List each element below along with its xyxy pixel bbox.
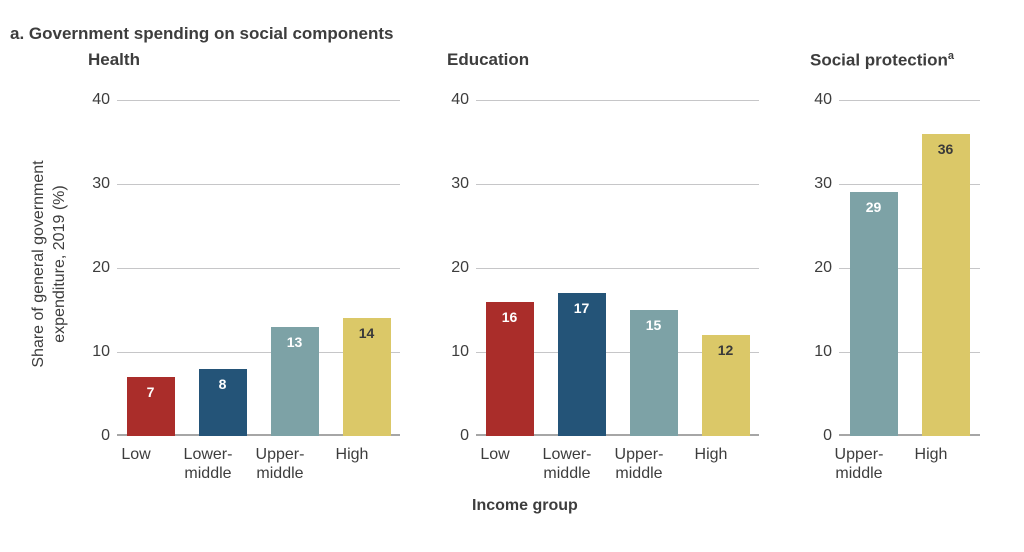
y-tick-label-40: 40 (451, 91, 469, 108)
panel-health: Health 40 30 20 10 0 7 8 13 14 Low Lower- middle… (88, 50, 400, 483)
bar-value-label: 29 (865, 199, 882, 216)
y-tick-label-30: 30 (814, 175, 832, 192)
y-tick-label-0: 0 (823, 427, 832, 444)
footnote-marker: a (947, 50, 955, 62)
gridline-30 (839, 184, 980, 185)
gridline-30 (476, 184, 759, 185)
bar-upper-middle: 15 (629, 310, 678, 436)
panel-title-social-protection: Social protectiona (810, 50, 955, 70)
plot-area-education: 16 17 15 12 (476, 100, 759, 436)
bar-high: 12 (701, 335, 750, 436)
bars-group: 16 17 15 12 (476, 100, 759, 436)
bar-upper-middle: 13 (270, 326, 319, 436)
x-tick-label-upper-middle: Upper- middle (834, 446, 884, 482)
bar-low: 16 (485, 301, 534, 436)
bar-value-label: 7 (146, 384, 155, 401)
x-tick-label-upper-middle: Upper- middle (255, 446, 305, 482)
x-tick-label-lower-middle: Lower- middle (542, 446, 592, 482)
y-tick-label-30: 30 (92, 175, 110, 192)
y-tick-label-10: 10 (92, 343, 110, 360)
y-axis-label: Share of general government expenditure,… (28, 96, 72, 432)
bar-lower-middle: 8 (198, 368, 247, 436)
bars-group: 7 8 13 14 (117, 100, 400, 436)
bars-group: 29 36 (839, 100, 980, 436)
x-axis-baseline (117, 434, 400, 436)
gridline-10 (476, 352, 759, 353)
gridline-20 (117, 268, 400, 269)
plot-area-social-protection: 29 36 (839, 100, 980, 436)
bar-value-label: 36 (937, 140, 954, 157)
bar-high: 36 (921, 133, 970, 436)
panel-health-chart: 40 30 20 10 0 7 8 13 14 (88, 91, 400, 444)
panel-education: Education 40 30 20 10 0 16 17 15 12 Low Lower- m… (447, 50, 759, 483)
x-tick-label-high: High (335, 446, 369, 463)
y-tick-label-0: 0 (101, 427, 110, 444)
x-tick-label-low: Low (121, 446, 151, 463)
y-axis-ticks: 40 30 20 10 0 (88, 91, 117, 444)
gridline-20 (839, 268, 980, 269)
panel-social-protection: Social protectiona 40 30 20 10 0 29 36 Upper-… (810, 50, 980, 483)
x-tick-label-low: Low (480, 446, 510, 463)
y-tick-label-10: 10 (814, 343, 832, 360)
panel-social-protection-chart: 40 30 20 10 0 29 36 (810, 91, 980, 444)
y-tick-label-40: 40 (814, 91, 832, 108)
panel-title-education: Education (447, 50, 530, 69)
gridline-20 (476, 268, 759, 269)
bar-value-label: 12 (717, 342, 734, 359)
gridline-40 (839, 100, 980, 101)
y-tick-label-10: 10 (451, 343, 469, 360)
y-axis-label-line1: Share of general government (30, 160, 47, 368)
bar-high: 14 (342, 318, 391, 436)
y-axis-label-line2: expenditure, 2019 (%) (51, 185, 68, 343)
y-tick-label-20: 20 (92, 259, 110, 276)
y-axis-ticks: 40 30 20 10 0 (447, 91, 476, 444)
x-tick-label-high: High (914, 446, 948, 463)
x-axis-category-labels: Low Lower- middle Upper- middle High (447, 445, 759, 483)
gridline-40 (476, 100, 759, 101)
x-tick-label-lower-middle: Lower- middle (183, 446, 233, 482)
y-tick-label-20: 20 (451, 259, 469, 276)
bar-value-label: 14 (358, 325, 375, 342)
plot-area-health: 7 8 13 14 (117, 100, 400, 436)
bar-value-label: 13 (286, 333, 303, 350)
gridline-10 (117, 352, 400, 353)
x-axis-title: Income group (472, 497, 578, 514)
gridline-10 (839, 352, 980, 353)
x-axis-category-labels: Low Lower- middle Upper- middle High (88, 445, 400, 483)
x-tick-label-upper-middle: Upper- middle (614, 446, 664, 482)
y-axis-ticks: 40 30 20 10 0 (810, 91, 839, 444)
bar-upper-middle: 29 (849, 192, 898, 436)
y-tick-label-20: 20 (814, 259, 832, 276)
bar-value-label: 8 (218, 375, 227, 392)
gridline-40 (117, 100, 400, 101)
y-tick-label-0: 0 (460, 427, 469, 444)
panel-title-health: Health (88, 50, 140, 69)
panel-education-chart: 40 30 20 10 0 16 17 15 12 (447, 91, 759, 444)
bar-low: 7 (126, 377, 175, 436)
x-axis-baseline (476, 434, 759, 436)
bar-value-label: 15 (645, 317, 662, 333)
figure-title: a. Government spending on social compone… (10, 24, 394, 43)
x-axis-baseline (839, 434, 980, 436)
y-tick-label-30: 30 (451, 175, 469, 192)
bar-value-label: 16 (501, 308, 518, 325)
bar-value-label: 17 (573, 300, 590, 317)
bar-lower-middle: 17 (557, 293, 606, 436)
gridline-30 (117, 184, 400, 185)
x-tick-label-high: High (694, 446, 728, 463)
y-tick-label-40: 40 (92, 91, 110, 108)
x-axis-category-labels: Upper- middle High (810, 445, 980, 483)
